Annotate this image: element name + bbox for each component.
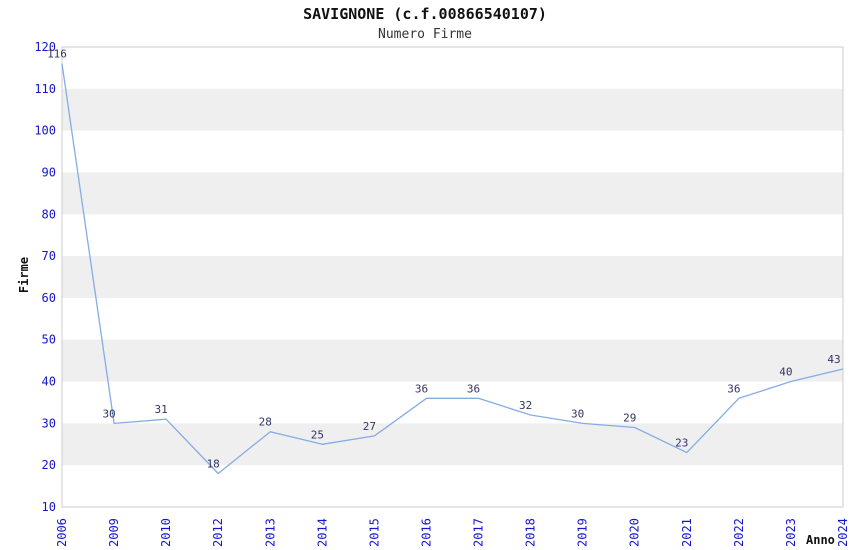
grid-band: [62, 256, 843, 298]
x-tick-label: 2021: [680, 518, 694, 547]
data-point-label: 28: [259, 416, 272, 429]
data-point-label: 25: [311, 428, 324, 441]
x-tick-label: 2019: [576, 518, 590, 547]
x-tick-label: 2010: [159, 518, 173, 547]
plot-border: [61, 46, 844, 508]
x-tick-label: 2012: [211, 518, 225, 547]
x-tick-label: 2018: [524, 518, 538, 547]
data-point-label: 18: [207, 458, 220, 471]
y-tick-label: 40: [42, 375, 56, 389]
chart-subtitle: Numero Firme: [378, 27, 472, 42]
y-tick-label: 110: [34, 82, 56, 96]
data-point-label: 43: [827, 353, 840, 366]
y-tick-label: 70: [42, 249, 56, 263]
x-tick-label: 2024: [836, 518, 850, 547]
data-point-label: 27: [363, 420, 376, 433]
x-tick-label: 2006: [55, 518, 69, 547]
x-axis-title: Anno: [806, 533, 835, 547]
chart-title: SAVIGNONE (c.f.00866540107): [303, 5, 547, 23]
data-point-label: 23: [675, 437, 688, 450]
grid-band: [62, 172, 843, 215]
x-tick-label: 2023: [784, 518, 798, 547]
data-point-label: 36: [415, 382, 428, 395]
data-point-label: 30: [571, 407, 584, 420]
y-tick-label: 30: [42, 416, 56, 430]
data-point-label: 30: [102, 407, 115, 420]
y-tick-label: 60: [42, 291, 56, 305]
data-point-label: 116: [47, 48, 67, 61]
x-tick-label: 2016: [419, 518, 433, 547]
data-point-label: 31: [155, 403, 168, 416]
x-tick-label: 2017: [472, 518, 486, 547]
y-tick-label: 80: [42, 207, 56, 221]
y-tick-label: 50: [42, 333, 56, 347]
data-point-label: 36: [727, 382, 740, 395]
y-tick-label: 10: [42, 500, 56, 514]
y-tick-label: 100: [34, 124, 56, 138]
data-point-label: 29: [623, 412, 636, 425]
y-tick-label: 120: [34, 40, 56, 54]
grid-band: [62, 339, 843, 382]
data-point-label: 32: [519, 399, 532, 412]
y-tick-label: 90: [42, 165, 56, 179]
x-tick-label: 2022: [732, 518, 746, 547]
grid-band: [62, 423, 843, 466]
x-tick-label: 2015: [367, 518, 381, 547]
y-tick-label: 20: [42, 458, 56, 472]
x-tick-label: 2013: [263, 518, 277, 547]
x-tick-label: 2009: [107, 518, 121, 547]
grid-band: [62, 88, 843, 131]
x-tick-label: 2014: [315, 518, 329, 547]
series-line: [61, 63, 844, 475]
data-point-label: 36: [467, 382, 480, 395]
x-tick-label: 2020: [628, 518, 642, 547]
data-point-label: 40: [779, 366, 792, 379]
